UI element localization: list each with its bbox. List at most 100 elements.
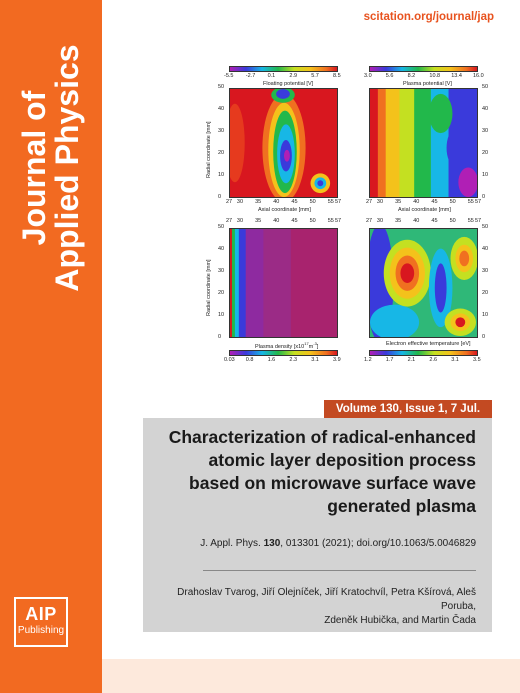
radial-axis-label-top: Radial coordinate [mm] (206, 121, 212, 178)
panel-label-density: Plasma density [x1017m-3] (255, 341, 319, 350)
axial-ticks-bottom-right: 27 30 35 40 45 50 55 57 (366, 218, 482, 226)
colorbar-tick-label: 0.03 (224, 357, 235, 363)
colorbar-tick-label: 1.7 (385, 357, 394, 363)
axial-ticks-bottom-left: 27 30 35 40 45 50 55 57 (226, 218, 342, 226)
radial-tick-label: 30 (482, 128, 489, 134)
radial-tick-label: 0 (482, 334, 486, 340)
radial-tick-label: 0 (218, 194, 222, 200)
axial-tick-label: 55 (467, 199, 474, 205)
axial-tick-label: 45 (431, 199, 438, 205)
axial-tick-label: 50 (309, 218, 316, 224)
radial-tick-label: 0 (482, 194, 486, 200)
axial-tick-label: 57 (475, 218, 482, 224)
journal-title-line1: Journal of (16, 90, 52, 246)
axial-tick-label: 55 (467, 218, 474, 224)
radial-tick-label: 50 (218, 84, 225, 90)
radial-tick-label: 20 (482, 290, 489, 296)
panel-label-floating: Floating potential [V] (263, 81, 314, 87)
axial-tick-label: 50 (449, 218, 456, 224)
contour-plasma-density (229, 228, 338, 338)
colorbar-floating-potential (229, 66, 338, 72)
axial-tick-label: 50 (449, 199, 456, 205)
axial-tick-label: 27 (366, 199, 373, 205)
axial-tick-label: 40 (273, 218, 280, 224)
axial-tick-label: 45 (291, 218, 298, 224)
axial-axis-label-left: Axial coordinate [mm] (258, 207, 311, 213)
radial-tick-label: 50 (218, 224, 225, 230)
colorbar-tick-label: 0.1 (267, 73, 276, 79)
colorbar-tick-label: 2.1 (407, 357, 416, 363)
axial-tick-label: 30 (236, 218, 244, 224)
colorbar-tick-label: 13.4 (451, 73, 462, 79)
colorbar-tick-label: -5.5 (224, 73, 234, 79)
panel-label-temperature: Electron effective temperature [eV] (386, 341, 471, 347)
article-title-line3: based on microwave surface wave (189, 473, 476, 493)
radial-ticks-right-bottom: 50 40 30 20 10 0 (482, 224, 492, 340)
colorbar-plasma-density (229, 350, 338, 356)
colorbar-tick-label: 8.2 (407, 73, 416, 79)
radial-ticks-right-top: 50 40 30 20 10 0 (482, 84, 492, 200)
axial-tick-label: 45 (291, 199, 298, 205)
radial-tick-label: 20 (482, 150, 489, 156)
axial-tick-label: 27 (226, 199, 233, 205)
axial-ticks-top-left: 27 30 35 40 45 50 55 57 (226, 199, 342, 207)
colorbar-ticks-temperature: 1.2 1.7 2.1 2.6 3.1 3.5 (364, 357, 481, 365)
axial-tick-label: 45 (431, 218, 438, 224)
colorbar-tick-label: 1.2 (364, 357, 372, 363)
radial-ticks-left-bottom: 50 40 30 20 10 0 (218, 224, 228, 340)
article-title[interactable]: Characterization of radical-enhanced ato… (146, 426, 476, 518)
aip-publishing-logo: AIP Publishing (14, 597, 68, 647)
radial-tick-label: 0 (218, 334, 222, 340)
axial-tick-label: 50 (309, 199, 316, 205)
radial-tick-label: 10 (482, 172, 489, 178)
volume-banner: Volume 130, Issue 1, 7 Jul. 2021 (324, 400, 492, 433)
radial-tick-label: 20 (218, 150, 225, 156)
radial-tick-label: 20 (218, 290, 225, 296)
colorbar-tick-label: 3.1 (451, 357, 459, 363)
colorbar-tick-label: 3.1 (311, 357, 319, 363)
colorbar-tick-label: 3.0 (364, 73, 372, 79)
radial-tick-label: 30 (218, 268, 225, 274)
article-citation[interactable]: J. Appl. Phys. 130, 013301 (2021); doi.o… (200, 538, 476, 549)
axial-tick-label: 27 (366, 218, 373, 224)
cover-figure: -5.5 -2.7 0.1 2.9 5.7 8.5 Floating potential … (200, 66, 498, 374)
citation-prefix: J. Appl. Phys. (200, 538, 264, 549)
radial-tick-label: 40 (482, 246, 489, 252)
radial-tick-label: 40 (218, 106, 225, 112)
article-title-line2: atomic layer deposition process (208, 450, 476, 470)
axial-tick-label: 57 (335, 199, 342, 205)
axial-tick-label: 55 (327, 199, 334, 205)
contour-plasma-potential (369, 88, 478, 198)
axial-tick-label: 40 (413, 218, 420, 224)
axial-tick-label: 35 (395, 218, 402, 224)
colorbar-tick-label: 5.6 (385, 73, 394, 79)
bottom-band (102, 659, 520, 693)
radial-axis-label-bottom: Radial coordinate [mm] (206, 259, 212, 316)
article-authors: Drahoslav Tvarog, Jiří Olejníček, Jiří K… (156, 586, 476, 628)
axial-tick-label: 57 (335, 218, 342, 224)
colorbar-tick-label: 16.0 (473, 73, 484, 79)
colorbar-tick-label: 5.7 (311, 73, 319, 79)
panel-label-plasma: Plasma potential [V] (403, 81, 452, 87)
radial-tick-label: 40 (482, 106, 489, 112)
authors-line1: Drahoslav Tvarog, Jiří Olejníček, Jiří K… (177, 587, 476, 612)
axial-tick-label: 57 (475, 199, 482, 205)
axial-tick-label: 35 (255, 218, 262, 224)
axial-tick-label: 30 (376, 218, 384, 224)
colorbar-electron-temperature (369, 350, 478, 356)
citation-suffix: , 013301 (2021); doi.org/10.1063/5.00468… (280, 538, 476, 549)
journal-title-line2: Applied Physics (49, 44, 85, 292)
colorbar-tick-label: 3.9 (333, 357, 341, 363)
colorbar-tick-label: 2.3 (289, 357, 298, 363)
contour-electron-temperature (369, 228, 478, 338)
colorbar-tick-label: 3.5 (473, 357, 481, 363)
colorbar-tick-label: -2.7 (245, 73, 256, 79)
radial-tick-label: 50 (482, 224, 489, 230)
radial-tick-label: 10 (482, 312, 489, 318)
colorbar-ticks-plasma: 3.0 5.6 8.2 10.8 13.4 16.0 (364, 73, 484, 81)
radial-tick-label: 30 (218, 128, 225, 134)
journal-url[interactable]: scitation.org/journal/jap (363, 11, 494, 23)
logo-word: Publishing (17, 625, 65, 636)
colorbar-tick-label: 10.8 (429, 73, 441, 79)
axial-tick-label: 30 (236, 199, 244, 205)
